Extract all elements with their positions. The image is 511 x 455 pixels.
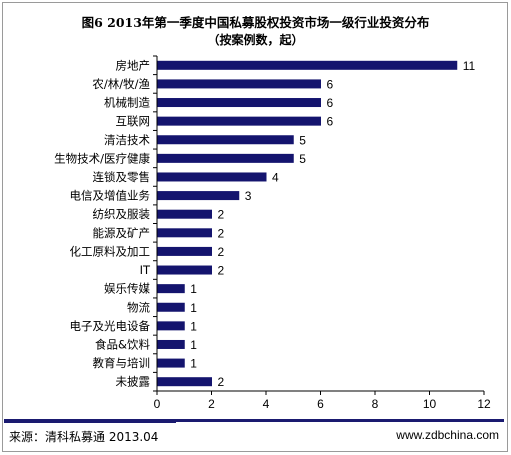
bar [157, 284, 185, 294]
category-label: 房地产 [116, 58, 151, 72]
data-label: 6 [327, 115, 334, 129]
source-note: 来源：清科私募通 2013.04 [9, 430, 159, 444]
x-tick-label: 6 [317, 397, 324, 411]
data-label: 1 [190, 282, 197, 296]
footer-rule-accent [4, 419, 176, 423]
bar [157, 79, 321, 89]
data-label: 4 [272, 170, 279, 184]
x-tick-label: 10 [423, 397, 437, 411]
data-label: 2 [218, 245, 225, 259]
bar [157, 191, 240, 201]
data-label: 1 [190, 301, 197, 315]
category-label: 清洁技术 [104, 133, 150, 147]
bar [157, 358, 185, 368]
category-label: 教育与培训 [93, 356, 151, 370]
bar [157, 321, 185, 331]
bar [157, 228, 212, 238]
data-label: 1 [190, 357, 197, 371]
category-label: 电信及增值业务 [70, 189, 151, 203]
chart-subtitle: （按案例数，起） [207, 33, 304, 47]
category-label: 纺织及服装 [93, 207, 151, 221]
bar [157, 265, 212, 275]
category-label: 物流 [127, 300, 150, 314]
x-tick-label: 4 [263, 397, 270, 411]
category-label: 能源及矿产 [93, 226, 151, 240]
bar [157, 98, 321, 108]
x-tick-label: 12 [477, 397, 491, 411]
category-label: 农/林/牧/渔 [92, 77, 150, 91]
bar [157, 302, 185, 312]
bar [157, 153, 294, 163]
category-label: 食品&饮料 [95, 337, 150, 351]
website-label: www.zdbchina.com [396, 428, 499, 442]
category-label: 生物技术/医疗健康 [54, 151, 150, 165]
data-label: 2 [218, 264, 225, 278]
category-label: 未披露 [116, 375, 151, 389]
data-label: 2 [218, 208, 225, 222]
category-label: 化工原料及加工 [70, 244, 151, 258]
data-label: 3 [245, 189, 252, 203]
data-label: 1 [190, 338, 197, 352]
x-tick-label: 8 [372, 397, 379, 411]
bar [157, 60, 458, 70]
data-label: 5 [299, 133, 306, 147]
category-label: 电子及光电设备 [70, 319, 151, 333]
bar [157, 135, 294, 145]
chart-frame [2, 2, 508, 452]
bar [157, 246, 212, 256]
chart-title: 图6 2013年第一季度中国私募股权投资市场一级行业投资分布 [81, 15, 430, 30]
bar [157, 116, 321, 126]
x-tick-label: 0 [154, 397, 161, 411]
data-label: 6 [327, 96, 334, 110]
bar [157, 377, 212, 387]
bar [157, 172, 267, 182]
category-label: 机械制造 [104, 96, 150, 110]
bar [157, 209, 212, 219]
data-label: 5 [299, 152, 306, 166]
data-label: 2 [218, 375, 225, 389]
category-label: IT [140, 263, 151, 277]
data-label: 11 [463, 59, 476, 73]
category-label: 互联网 [116, 114, 151, 128]
footer-rule [4, 419, 504, 422]
bar [157, 339, 185, 349]
category-label: 娱乐传媒 [104, 282, 150, 296]
category-label: 连锁及零售 [93, 170, 151, 184]
data-label: 6 [327, 77, 334, 91]
data-label: 1 [190, 319, 197, 333]
data-label: 2 [218, 226, 225, 240]
x-tick-label: 2 [208, 397, 215, 411]
